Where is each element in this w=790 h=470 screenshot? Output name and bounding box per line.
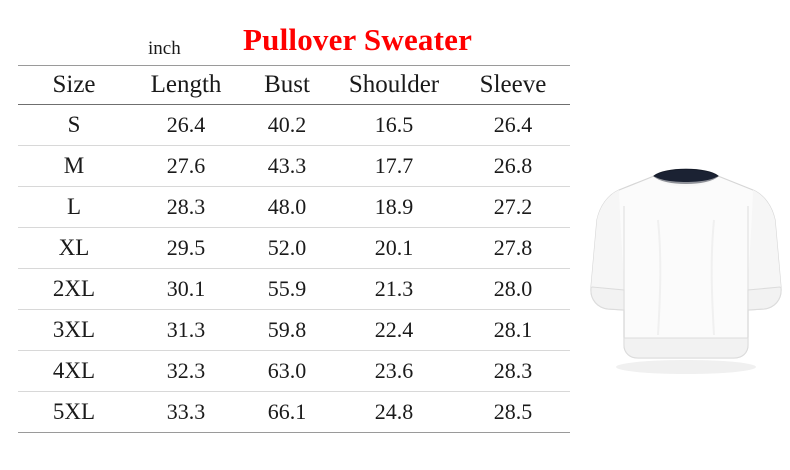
cell-length: 29.5 bbox=[130, 227, 242, 269]
cell-size: XL bbox=[18, 227, 130, 269]
cell-size: 3XL bbox=[18, 309, 130, 351]
cell-sleeve: 28.5 bbox=[456, 391, 570, 433]
cell-bust: 40.2 bbox=[242, 104, 332, 146]
page-title: Pullover Sweater bbox=[243, 22, 473, 57]
table-header-row: Size Length Bust Shoulder Sleeve bbox=[18, 65, 570, 105]
cell-size: S bbox=[18, 104, 130, 146]
cell-bust: 52.0 bbox=[242, 227, 332, 269]
cell-sleeve: 27.8 bbox=[456, 227, 570, 269]
table-row: 4XL 32.3 63.0 23.6 28.3 bbox=[18, 350, 570, 392]
cell-sleeve: 28.0 bbox=[456, 268, 570, 310]
table-row: M 27.6 43.3 17.7 26.8 bbox=[18, 145, 570, 187]
cell-bust: 63.0 bbox=[242, 350, 332, 392]
table-row: S 26.4 40.2 16.5 26.4 bbox=[18, 104, 570, 146]
cell-bust: 43.3 bbox=[242, 145, 332, 187]
cell-shoulder: 17.7 bbox=[332, 145, 456, 187]
cell-size: M bbox=[18, 145, 130, 187]
cell-shoulder: 18.9 bbox=[332, 186, 456, 228]
cell-sleeve: 26.8 bbox=[456, 145, 570, 187]
cell-length: 28.3 bbox=[130, 186, 242, 228]
cell-shoulder: 24.8 bbox=[332, 391, 456, 433]
table-row: 3XL 31.3 59.8 22.4 28.1 bbox=[18, 309, 570, 351]
cell-length: 32.3 bbox=[130, 350, 242, 392]
cell-shoulder: 21.3 bbox=[332, 268, 456, 310]
table-row: 5XL 33.3 66.1 24.8 28.5 bbox=[18, 391, 570, 433]
cell-size: L bbox=[18, 186, 130, 228]
cell-length: 27.6 bbox=[130, 145, 242, 187]
column-header-sleeve: Sleeve bbox=[456, 65, 570, 105]
cell-shoulder: 20.1 bbox=[332, 227, 456, 269]
column-header-bust: Bust bbox=[242, 65, 332, 105]
cell-bust: 66.1 bbox=[242, 391, 332, 433]
sweater-illustration bbox=[588, 160, 784, 378]
cell-sleeve: 26.4 bbox=[456, 104, 570, 146]
cell-bust: 48.0 bbox=[242, 186, 332, 228]
cell-bust: 59.8 bbox=[242, 309, 332, 351]
size-table: Size Length Bust Shoulder Sleeve S 26.4 … bbox=[18, 65, 570, 433]
column-header-shoulder: Shoulder bbox=[332, 65, 456, 105]
cell-shoulder: 16.5 bbox=[332, 104, 456, 146]
cell-length: 30.1 bbox=[130, 268, 242, 310]
cell-length: 33.3 bbox=[130, 391, 242, 433]
cell-sleeve: 28.3 bbox=[456, 350, 570, 392]
cell-size: 5XL bbox=[18, 391, 130, 433]
cell-shoulder: 22.4 bbox=[332, 309, 456, 351]
column-header-size: Size bbox=[18, 65, 130, 105]
cell-size: 4XL bbox=[18, 350, 130, 392]
table-row: 2XL 30.1 55.9 21.3 28.0 bbox=[18, 268, 570, 310]
cell-sleeve: 27.2 bbox=[456, 186, 570, 228]
cell-bust: 55.9 bbox=[242, 268, 332, 310]
cell-length: 31.3 bbox=[130, 309, 242, 351]
cell-size: 2XL bbox=[18, 268, 130, 310]
cell-shoulder: 23.6 bbox=[332, 350, 456, 392]
cell-sleeve: 28.1 bbox=[456, 309, 570, 351]
unit-label: inch bbox=[148, 38, 181, 59]
table-row: XL 29.5 52.0 20.1 27.8 bbox=[18, 227, 570, 269]
column-header-length: Length bbox=[130, 65, 242, 105]
cell-length: 26.4 bbox=[130, 104, 242, 146]
table-row: L 28.3 48.0 18.9 27.2 bbox=[18, 186, 570, 228]
